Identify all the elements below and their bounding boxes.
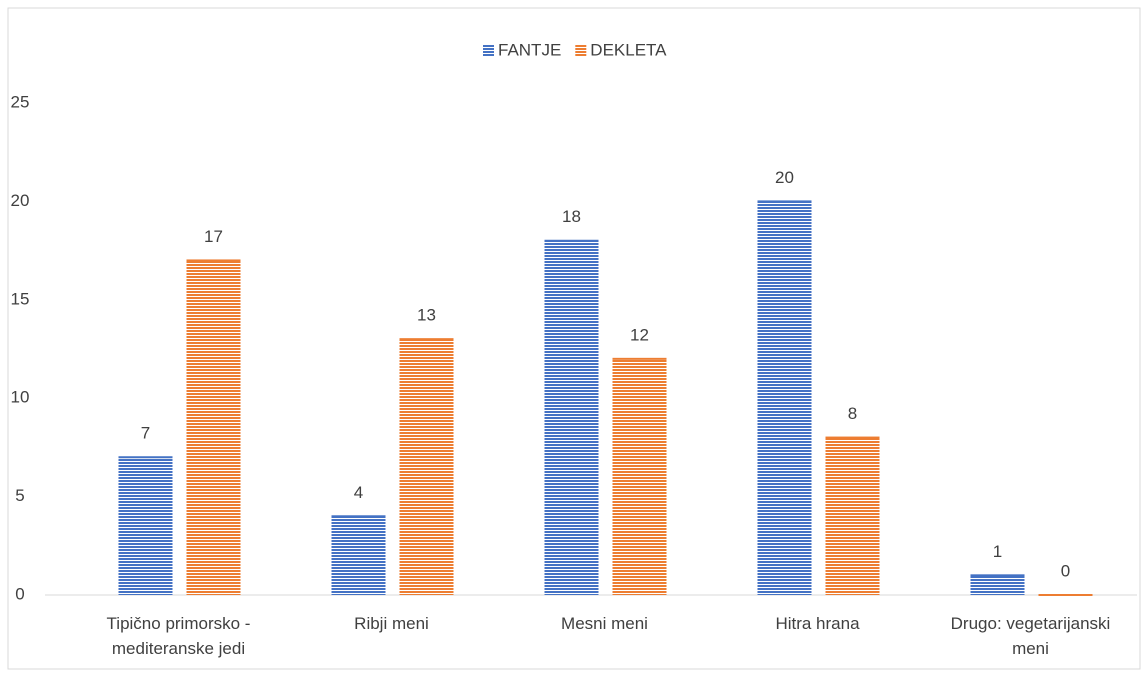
data-label: 0: [1061, 561, 1070, 580]
bar: [612, 358, 667, 595]
data-label: 12: [630, 325, 649, 344]
bar-top: [331, 515, 386, 518]
bar: [544, 240, 599, 595]
legend-swatch: [483, 45, 494, 56]
data-label: 13: [417, 306, 436, 325]
data-label: 4: [354, 483, 363, 502]
bar: [186, 260, 241, 595]
data-label: 20: [775, 168, 794, 187]
x-tick-label: Hitra hrana: [775, 614, 860, 633]
y-tick-label: 20: [11, 191, 30, 210]
legend-label: FANTJE: [498, 40, 561, 59]
bar-top: [118, 456, 173, 459]
bar-top: [612, 357, 667, 360]
bar-top: [1038, 594, 1093, 596]
bar: [757, 201, 812, 595]
bar: [825, 437, 880, 595]
y-tick-label: 10: [11, 388, 30, 407]
bar: [118, 457, 173, 595]
data-label: 7: [141, 424, 150, 443]
data-label: 18: [562, 207, 581, 226]
bar: [399, 339, 454, 595]
bar-top: [186, 259, 241, 262]
x-tick-label: Tipično primorsko - mediteranske jedi: [106, 614, 251, 658]
bar-top: [970, 574, 1025, 577]
bar-top: [399, 338, 454, 341]
legend: FANTJE DEKLETA: [483, 40, 667, 59]
bar-top: [825, 436, 880, 439]
y-tick-label: 0: [15, 584, 24, 603]
x-tick-label: Mesni meni: [561, 614, 648, 633]
y-tick-label: 5: [15, 486, 24, 505]
bar-top: [544, 239, 599, 242]
data-label: 1: [993, 542, 1002, 561]
bar: [970, 575, 1025, 595]
legend-label: DEKLETA: [590, 40, 667, 59]
x-tick-label: Drugo: vegetarijanski meni: [950, 614, 1111, 658]
data-label: 8: [848, 404, 857, 423]
bar-top: [757, 200, 812, 203]
x-tick-label: Ribji meni: [354, 614, 429, 633]
y-tick-label: 25: [11, 92, 30, 111]
y-tick-label: 15: [11, 289, 30, 308]
bar: [331, 516, 386, 595]
legend-swatch: [575, 45, 587, 56]
data-label: 17: [204, 227, 223, 246]
